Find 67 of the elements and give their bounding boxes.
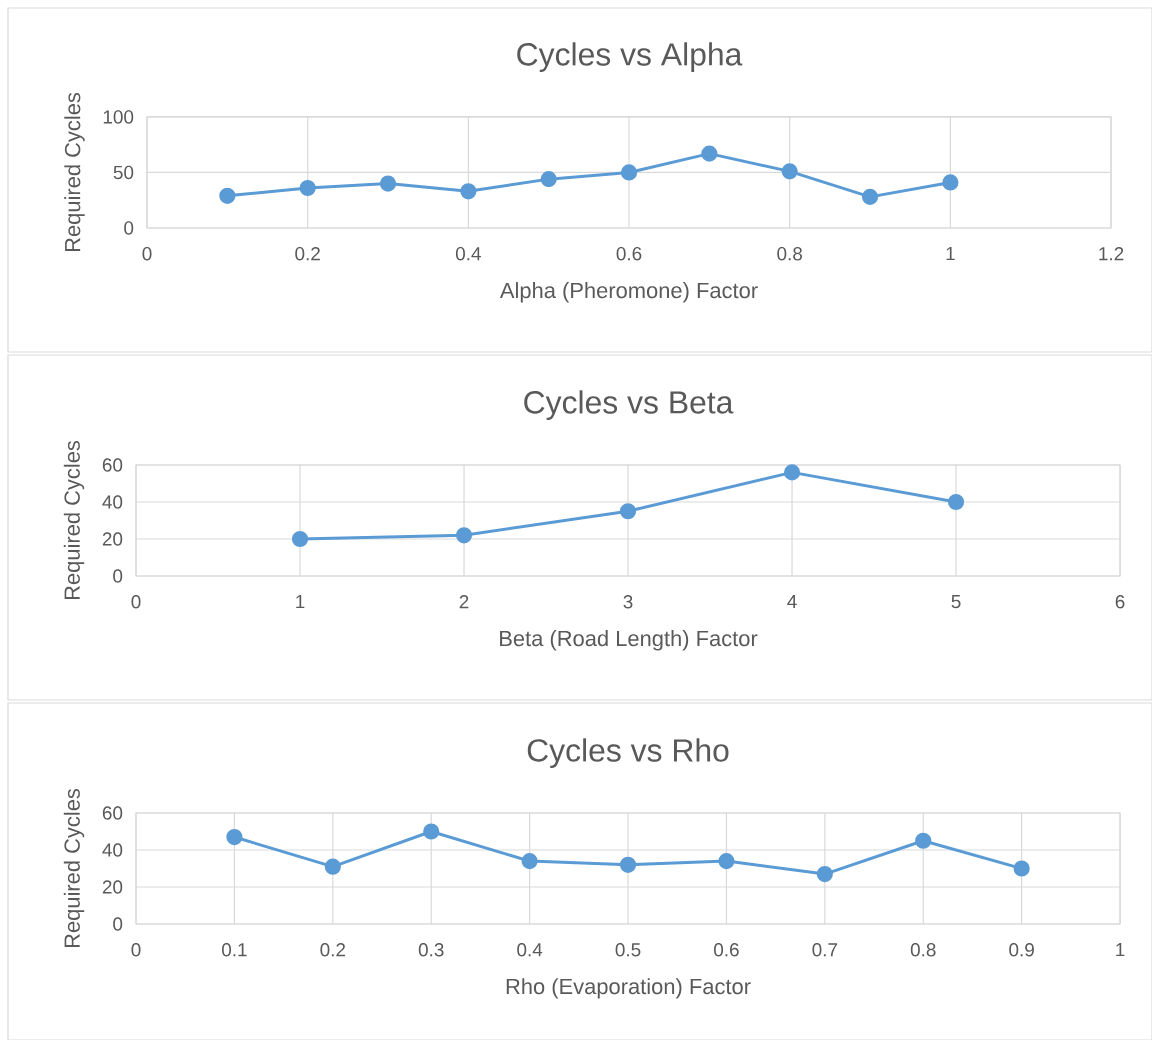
- chart-title: Cycles vs Beta: [524, 390, 734, 420]
- point: [299, 179, 316, 197]
- point: [324, 858, 341, 875]
- point: [379, 175, 397, 192]
- y-tick-label: 0: [113, 917, 123, 931]
- x-tick-label: 0.1: [222, 943, 247, 957]
- point: [540, 171, 557, 188]
- point: [701, 145, 718, 162]
- x-axis-title: Alpha (Pheromone) Factor: [499, 282, 758, 303]
- x-tick-label: 0.9: [1009, 943, 1034, 957]
- point: [423, 823, 440, 840]
- y-tick-label: 40: [102, 843, 123, 857]
- point: [861, 188, 879, 205]
- x-tick-label: 0.5: [615, 943, 641, 957]
- point: [619, 503, 637, 520]
- x-tick-label: 0.7: [812, 943, 838, 957]
- point: [460, 183, 477, 200]
- x-tick-label: 4: [787, 595, 797, 609]
- x-tick-label: 0.2: [295, 247, 320, 261]
- point: [455, 527, 473, 544]
- x-axis-title: Rho (Evaporation) Factor: [506, 978, 751, 999]
- x-tick-label: 0.6: [616, 247, 642, 261]
- point: [947, 493, 965, 511]
- point: [521, 853, 538, 870]
- point: [718, 853, 735, 870]
- y-tick-label: 50: [113, 165, 134, 180]
- x-tick-label: 1: [946, 247, 955, 261]
- y-axis-title: Required Cycles: [63, 788, 85, 948]
- point: [291, 530, 309, 548]
- x-axis-title: Beta (Road Length) Factor: [500, 630, 758, 651]
- point: [915, 832, 932, 849]
- x-tick-label: 0.3: [418, 943, 444, 957]
- x-tick-label: 5: [951, 595, 961, 609]
- x-tick-label: 3: [623, 595, 633, 609]
- point: [942, 174, 959, 191]
- y-tick-label: 100: [103, 110, 134, 124]
- x-tick-label: 0.2: [320, 943, 346, 957]
- y-axis-title: Required Cycles: [64, 92, 85, 252]
- chart-title: Cycles vs Alpha: [517, 42, 743, 72]
- x-tick-label: 1.2: [1099, 247, 1124, 261]
- x-tick-label: 2: [459, 595, 469, 609]
- point: [783, 464, 801, 481]
- x-tick-label: 1: [296, 595, 305, 609]
- point: [219, 187, 236, 204]
- x-tick-label: 0.6: [714, 943, 739, 957]
- x-tick-label: 0.8: [910, 943, 936, 957]
- chart-title: Cycles vs Rho: [527, 738, 729, 769]
- y-tick-label: 0: [124, 221, 134, 235]
- point: [781, 163, 798, 180]
- y-tick-label: 60: [102, 806, 123, 820]
- y-axis-title: Required Cycles: [63, 440, 85, 600]
- point: [226, 828, 243, 846]
- point: [1013, 860, 1030, 877]
- point: [619, 856, 637, 873]
- x-tick-label: 1: [1116, 943, 1125, 957]
- x-tick-label: 6: [1115, 595, 1125, 609]
- y-tick-label: 40: [102, 495, 123, 509]
- y-tick-label: 60: [102, 458, 123, 472]
- y-tick-label: 20: [102, 532, 123, 546]
- y-tick-label: 0: [113, 569, 123, 583]
- y-tick-label: 20: [102, 880, 123, 894]
- x-tick-label: 0.4: [455, 247, 481, 261]
- point: [816, 865, 833, 883]
- x-tick-label: 0.4: [517, 943, 543, 957]
- x-tick-label: 0: [142, 247, 152, 261]
- x-tick-label: 0.8: [777, 247, 803, 261]
- point: [620, 164, 638, 181]
